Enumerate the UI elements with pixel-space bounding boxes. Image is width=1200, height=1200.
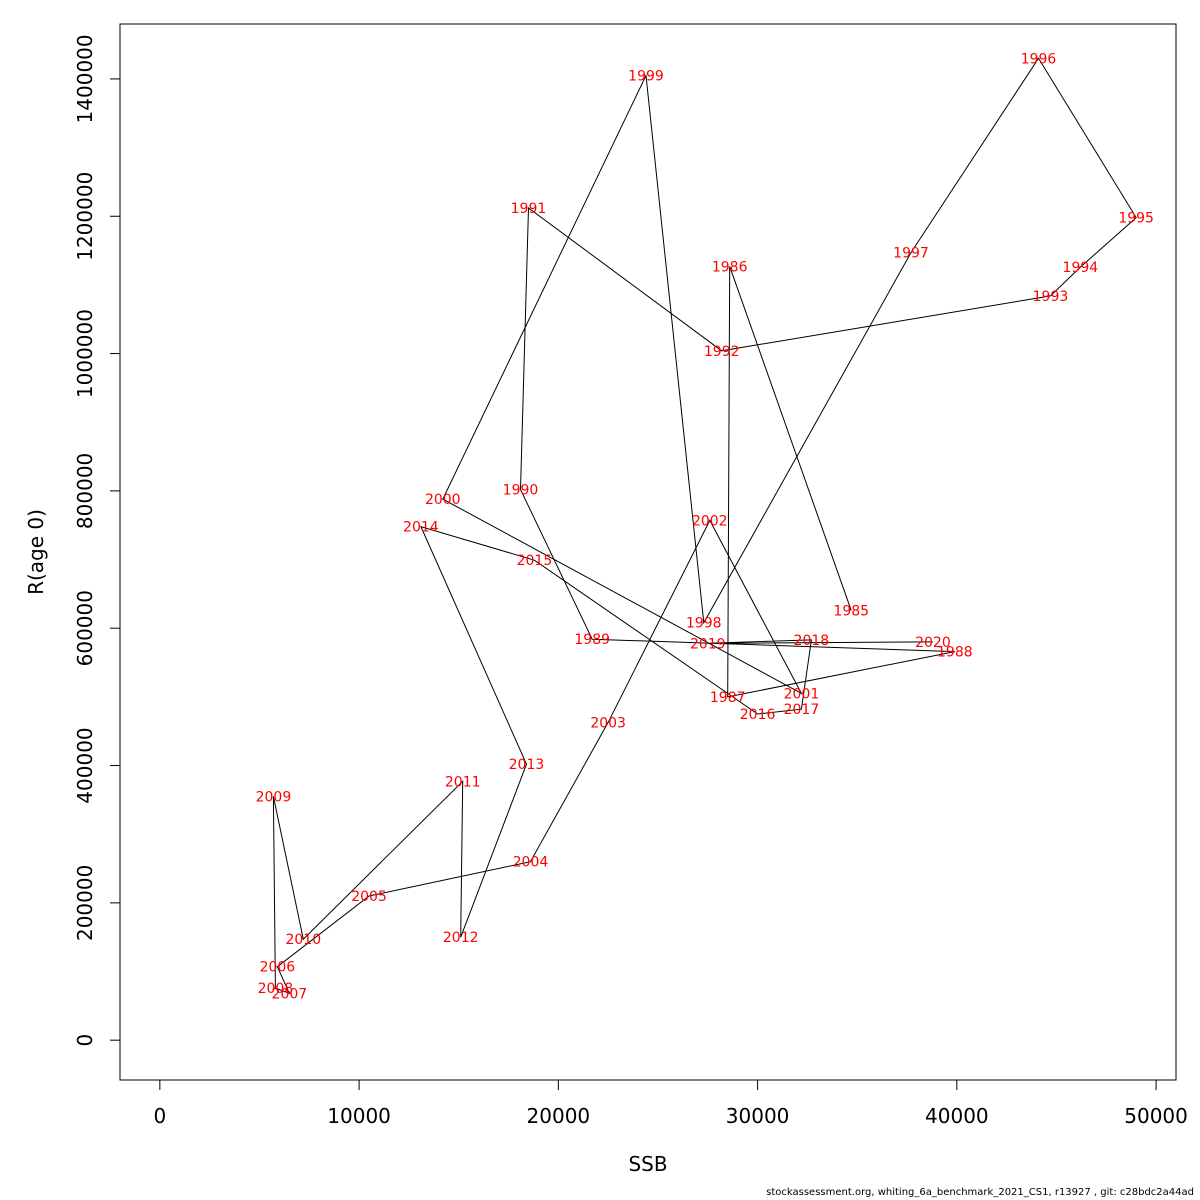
point-label-2001: 2001 [784,686,820,702]
point-label-1987: 1987 [710,690,746,706]
point-label-1992: 1992 [704,344,740,360]
point-label-2014: 2014 [403,520,439,536]
point-label-2016: 2016 [740,707,776,723]
x-tick-label-2: 20000 [527,1104,591,1128]
x-axis-label: SSB [628,1152,667,1176]
point-label-1997: 1997 [893,246,929,262]
point-label-2003: 2003 [590,715,626,731]
series-line [272,57,1137,995]
footer-credit: stockassessment.org, whiting_6a_benchmar… [766,1187,1194,1198]
x-tick-label-0: 0 [153,1104,166,1128]
y-axis-label: R(age 0) [24,509,48,595]
point-label-1998: 1998 [686,616,722,632]
point-label-2008: 2008 [258,981,294,997]
point-label-2012: 2012 [443,930,479,946]
x-tick-label-3: 30000 [726,1104,790,1128]
y-tick-label-4: 800000 [73,453,97,529]
point-label-2000: 2000 [425,492,461,508]
point-label-1986: 1986 [712,259,748,275]
y-tick-label-0: 0 [73,1034,97,1047]
point-label-2018: 2018 [794,633,830,649]
point-label-2011: 2011 [445,774,481,790]
point-label-1996: 1996 [1021,51,1057,67]
point-label-2006: 2006 [260,960,296,976]
series-lines [272,57,1137,995]
y-tick-label-3: 600000 [73,590,97,666]
point-label-1989: 1989 [574,632,610,648]
point-label-1993: 1993 [1033,289,1069,305]
point-label-1999: 1999 [628,68,664,84]
point-labels: 1985 1986 1987 1988 1989 1990 1991 1992 1993 1994… [256,51,1154,1002]
point-label-2019: 2019 [690,636,726,652]
point-label-1990: 1990 [503,483,539,499]
y-axis: 0 200000 400000 600000 800000 1000000 1200000 1… [73,34,121,1047]
x-axis: 0 10000 20000 30000 40000 50000 [153,1079,1188,1128]
point-label-2002: 2002 [692,513,728,529]
x-tick-label-4: 40000 [925,1104,989,1128]
y-tick-label-2: 400000 [73,727,97,803]
y-tick-label-7: 1400000 [73,34,97,123]
plot-frame [119,23,1177,1081]
point-label-1985: 1985 [833,603,869,619]
point-label-1988: 1988 [937,645,973,661]
point-label-2015: 2015 [517,553,553,569]
point-label-2017: 2017 [784,702,820,718]
point-label-2004: 2004 [513,855,549,871]
point-label-2013: 2013 [509,757,545,773]
point-label-2007: 2007 [272,986,308,1002]
y-tick-label-1: 200000 [73,865,97,941]
x-tick-label-5: 50000 [1124,1104,1188,1128]
point-label-1994: 1994 [1063,260,1099,276]
point-label-1991: 1991 [511,201,547,217]
point-label-2005: 2005 [351,889,387,905]
x-tick-label-1: 10000 [327,1104,391,1128]
y-tick-label-5: 1000000 [73,309,97,398]
point-label-2020: 2020 [915,635,951,651]
y-tick-label-6: 1200000 [73,172,97,261]
point-label-1995: 1995 [1118,211,1154,227]
point-label-2009: 2009 [256,789,292,805]
point-label-2010: 2010 [285,932,321,948]
